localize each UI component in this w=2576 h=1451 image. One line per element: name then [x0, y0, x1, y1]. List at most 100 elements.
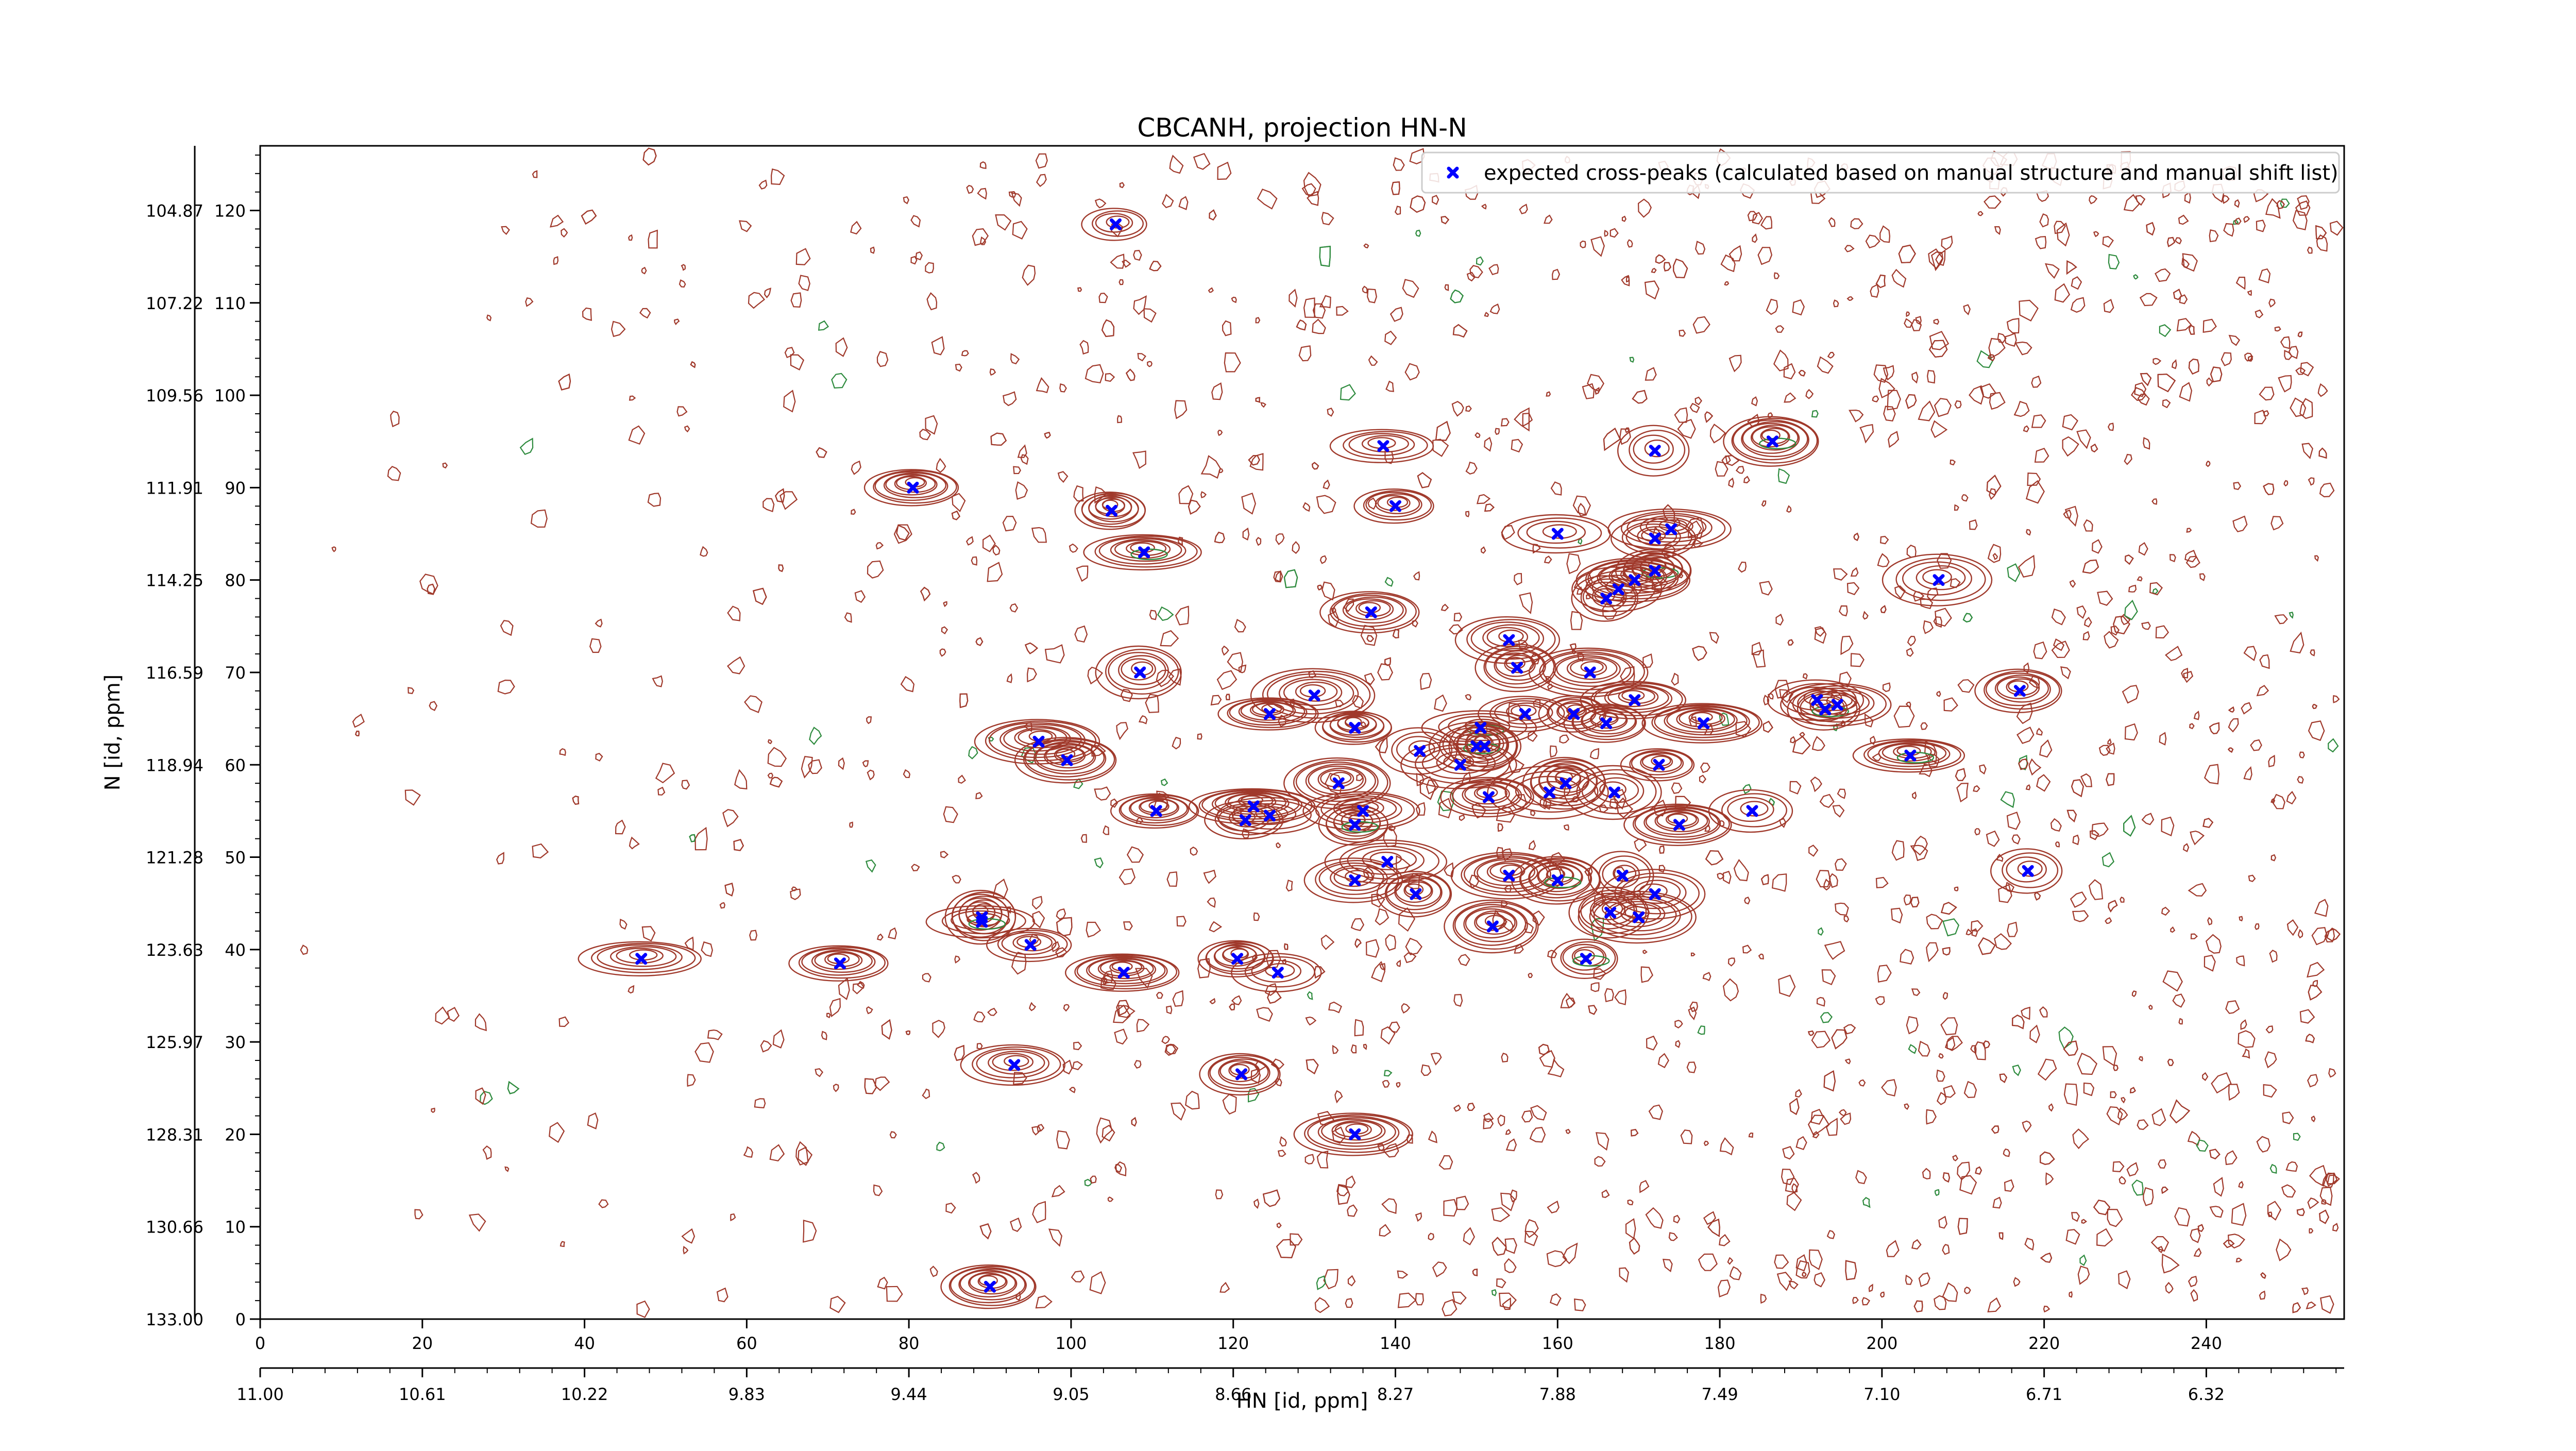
- noise-contour: [1283, 569, 1298, 588]
- noise-contour: [1962, 613, 1973, 623]
- noise-contour: [2254, 410, 2267, 425]
- peak-contour: [1654, 809, 1708, 833]
- noise-contour: [2137, 1119, 2149, 1131]
- noise-contour: [2005, 882, 2015, 893]
- noise-contour: [1891, 907, 1903, 924]
- noise-contour: [507, 1081, 520, 1094]
- noise-contour: [2064, 505, 2078, 527]
- expected-cross-peak: [1904, 749, 1917, 762]
- noise-contour: [1870, 735, 1876, 746]
- noise-contour: [1069, 543, 1078, 553]
- noise-contour: [1114, 1028, 1128, 1045]
- noise-contour: [850, 221, 862, 235]
- noise-contour: [2034, 891, 2041, 901]
- noise-contour: [2093, 231, 2099, 238]
- noise-contour: [2022, 1120, 2032, 1133]
- noise-contour: [1416, 773, 1425, 786]
- peak-contour: [1470, 621, 1545, 656]
- noise-contour: [1792, 299, 1805, 316]
- noise-contour: [2083, 1082, 2095, 1096]
- noise-contour: [589, 638, 602, 653]
- noise-contour: [1719, 712, 1730, 726]
- marker-stroke: [1414, 745, 1426, 757]
- noise-contour: [474, 1013, 487, 1032]
- noise-contour: [1444, 862, 1454, 878]
- expected-cross-peak: [1584, 666, 1596, 679]
- marker-stroke: [1612, 583, 1624, 596]
- noise-contour: [1257, 189, 1278, 210]
- y-index-tick-label: 70: [225, 663, 246, 683]
- noise-contour: [1036, 174, 1047, 188]
- noise-contour: [1270, 1058, 1285, 1069]
- noise-contour: [1844, 245, 1855, 252]
- noise-contour: [2299, 751, 2305, 758]
- noise-contour: [1116, 1000, 1130, 1017]
- legend: expected cross-peaks (calculated based o…: [1421, 151, 2340, 194]
- noise-contour: [1547, 683, 1553, 690]
- marker-stroke: [1308, 689, 1320, 702]
- noise-contour: [1168, 668, 1182, 686]
- noise-contour: [1214, 531, 1225, 544]
- noise-contour: [1998, 1232, 2004, 1240]
- peak-contour: [1462, 782, 1520, 808]
- noise-contour: [1319, 245, 1331, 267]
- noise-contour: [2140, 373, 2152, 386]
- noise-contour: [1209, 998, 1216, 1004]
- noise-contour: [2207, 917, 2213, 925]
- legend-marker-x-icon: [1447, 166, 1459, 179]
- peak-contour: [1376, 871, 1452, 918]
- noise-contour: [1405, 937, 1422, 955]
- peak-contour: [1342, 596, 1404, 624]
- noise-contour: [1253, 912, 1260, 921]
- noise-contour: [1719, 820, 1725, 828]
- noise-contour: [1929, 331, 1950, 350]
- noise-contour: [1588, 1005, 1598, 1015]
- peak-contour: [1064, 953, 1180, 992]
- peak-contour: [609, 946, 677, 967]
- peak-contour: [814, 951, 863, 970]
- noise-contour: [2280, 198, 2290, 208]
- noise-contour: [1164, 1044, 1177, 1056]
- noise-contour: [1321, 581, 1335, 601]
- noise-contour: [2122, 685, 2139, 704]
- noise-contour: [875, 542, 884, 550]
- peak-contour: [1641, 703, 1762, 744]
- noise-contour: [1850, 653, 1865, 667]
- noise-contour: [719, 902, 725, 909]
- noise-contour: [1296, 319, 1307, 331]
- noise-contour: [1521, 1110, 1533, 1123]
- noise-contour: [2295, 367, 2306, 375]
- noise-contour: [1989, 488, 1996, 500]
- noise-contour: [1059, 383, 1067, 393]
- noise-contour: [2134, 382, 2147, 397]
- noise-contour: [1668, 1232, 1678, 1241]
- noise-contour: [2090, 443, 2098, 453]
- noise-contour: [2288, 346, 2299, 359]
- noise-contour: [2043, 1305, 2050, 1313]
- peak-contour: [1495, 652, 1536, 677]
- noise-contour: [1752, 649, 1766, 668]
- noise-contour: [2120, 897, 2125, 903]
- noise-contour: [1680, 1129, 1693, 1144]
- noise-contour: [1292, 541, 1300, 554]
- y-ppm-tick-label: 118.94: [146, 755, 204, 775]
- peak-contour: [1128, 796, 1188, 821]
- noise-contour: [2209, 229, 2219, 243]
- noise-contour: [1861, 1297, 1871, 1306]
- noise-contour: [1532, 544, 1541, 554]
- marker-stroke: [1653, 758, 1665, 771]
- noise-contour: [642, 147, 657, 166]
- x-index-tick-label: 200: [1866, 1334, 1897, 1353]
- noise-contour: [1415, 229, 1421, 237]
- noise-contour: [1760, 216, 1772, 230]
- expected-cross-peak: [1110, 218, 1122, 230]
- noise-contour: [1928, 340, 1948, 358]
- noise-contour: [1175, 605, 1190, 626]
- x-index-tick-label: 160: [1542, 1334, 1573, 1353]
- noise-contour: [1855, 1170, 1867, 1185]
- noise-contour: [1773, 272, 1780, 279]
- noise-contour: [767, 747, 787, 767]
- noise-contour: [2283, 480, 2289, 487]
- peak-contour: [1882, 743, 1936, 762]
- noise-contour: [1795, 1136, 1807, 1151]
